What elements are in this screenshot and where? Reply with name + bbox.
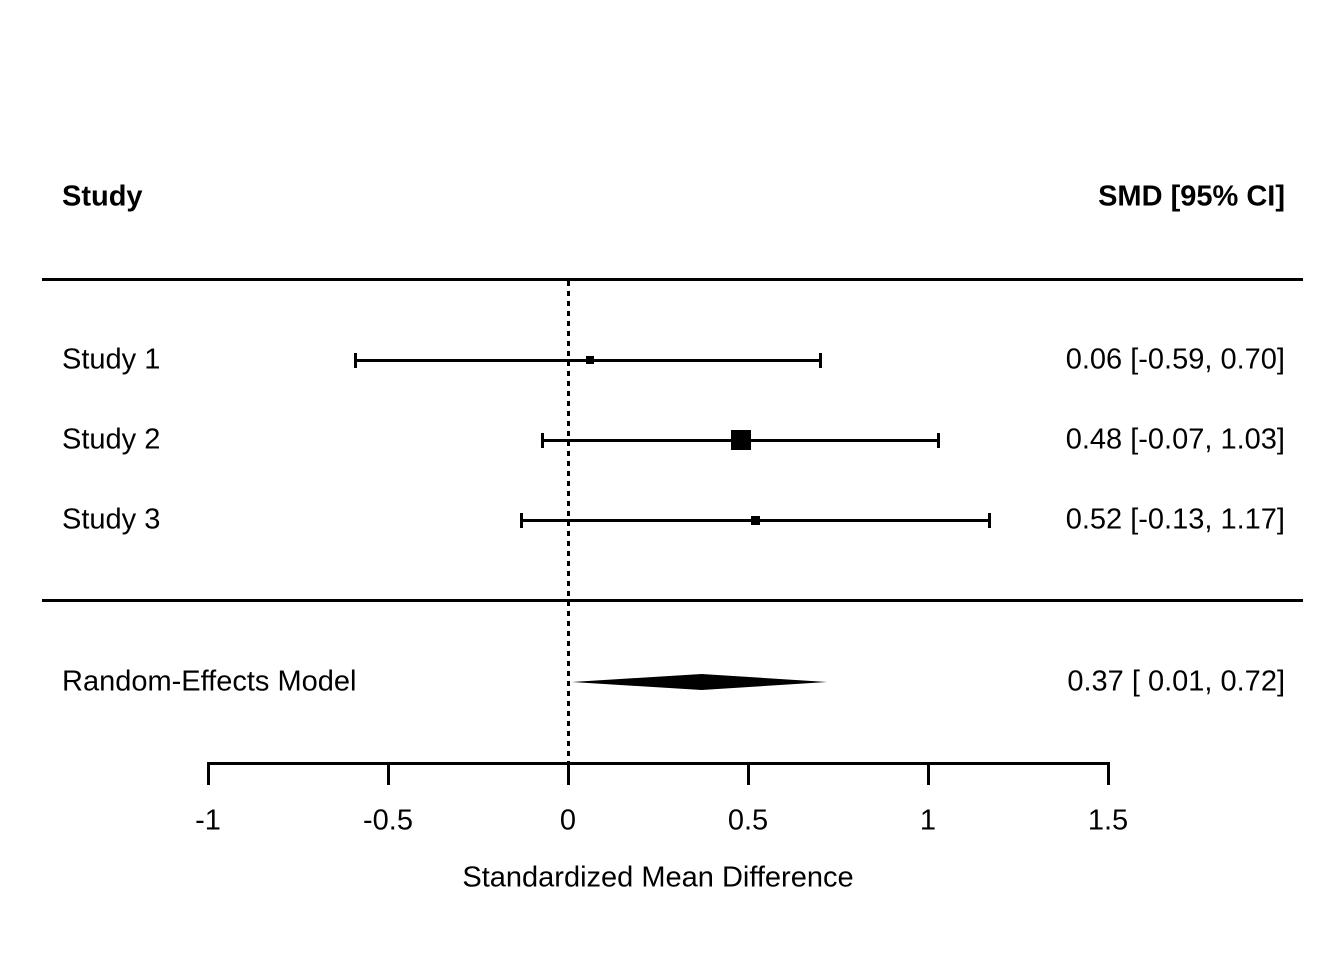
summary-label: Random-Effects Model [62,665,357,698]
estimate-text: 0.48 [-0.07, 1.03] [1065,423,1285,456]
axis-tick [746,762,750,785]
ci-right-cap [937,432,941,448]
axis-tick [206,762,210,785]
axis-tick-label: 0.5 [727,804,769,837]
axis-tick-label: 0 [559,804,577,837]
x-axis-line [208,762,1108,765]
ci-left-cap [519,512,523,528]
axis-tick-label: 1 [919,804,937,837]
estimate-text: 0.06 [-0.59, 0.70] [1065,343,1285,376]
column-header-study: Study [62,180,143,213]
column-header-smd-ci: SMD [95% CI] [1098,180,1285,213]
axis-tick-label: 1.5 [1087,804,1129,837]
ci-left-cap [354,352,358,368]
study-label: Study 1 [62,343,161,376]
ci-left-cap [541,432,545,448]
separator-line-bottom [42,599,1303,602]
estimate-text: 0.52 [-0.13, 1.17] [1065,503,1285,536]
axis-tick [926,762,930,785]
study-label: Study 2 [62,423,161,456]
point-estimate-marker [730,430,751,450]
axis-tick-label: -1 [195,804,221,837]
separator-line-top [42,278,1303,281]
ci-right-cap [818,352,822,368]
point-estimate-marker [750,515,760,525]
summary-diamond [571,674,828,690]
axis-tick-label: -0.5 [363,804,413,837]
point-estimate-marker [585,356,594,364]
ci-right-cap [987,512,991,528]
axis-tick [566,762,570,785]
x-axis-title: Standardized Mean Difference [462,861,854,894]
zero-reference-line [566,281,570,763]
summary-estimate-text: 0.37 [ 0.01, 0.72] [1067,665,1285,698]
study-label: Study 3 [62,503,161,536]
axis-tick [1106,762,1110,785]
axis-tick [386,762,390,785]
